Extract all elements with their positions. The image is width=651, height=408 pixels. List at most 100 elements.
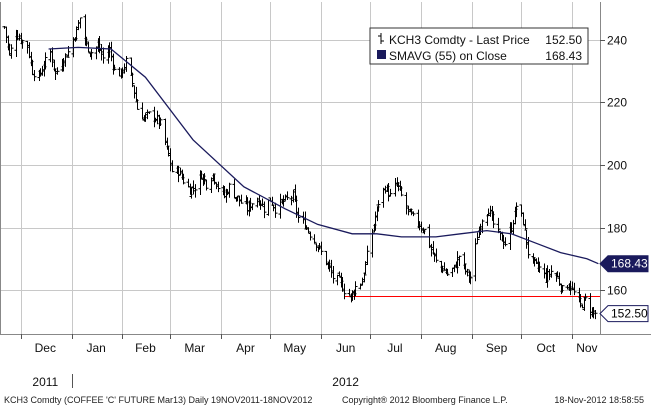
price-bar xyxy=(411,211,416,217)
price-bar xyxy=(202,173,207,185)
price-bar xyxy=(89,48,94,60)
legend-price-name: KCH3 Comdty - Last Price xyxy=(389,33,530,47)
price-bar xyxy=(117,67,122,77)
price-bar xyxy=(78,17,83,29)
price-bar xyxy=(308,231,313,241)
price-bar xyxy=(445,268,450,276)
price-bar xyxy=(211,173,216,182)
legend-sma-swatch xyxy=(377,50,386,59)
price-bar xyxy=(193,184,198,198)
price-bar xyxy=(547,269,552,281)
grid xyxy=(1,2,600,334)
price-bar xyxy=(27,42,32,59)
price-bar xyxy=(40,65,45,76)
x-year-label: 2011 xyxy=(32,375,58,389)
price-bar xyxy=(266,199,271,216)
sma-last-tag-label: 168.43 xyxy=(611,257,648,271)
sma-line xyxy=(48,46,599,265)
price-bar xyxy=(514,202,519,218)
price-bar xyxy=(239,194,244,204)
price-bar xyxy=(422,229,427,235)
price-bar xyxy=(347,288,352,296)
x-tick-label: Oct xyxy=(537,341,556,355)
price-bar xyxy=(111,53,116,75)
price-bar xyxy=(578,293,583,308)
price-bar xyxy=(353,281,358,297)
x-tick-label: Nov xyxy=(576,341,597,355)
price-bar xyxy=(521,212,526,225)
sma-last-tag-shape xyxy=(599,255,649,273)
price-bar xyxy=(383,185,388,194)
price-bar xyxy=(176,165,181,183)
legend-ohlc-icon xyxy=(378,33,384,44)
last-value-tags: 168.43 152.50 xyxy=(599,255,649,323)
price-bar xyxy=(9,44,14,59)
price-bar xyxy=(542,263,547,279)
price-bar xyxy=(419,221,424,233)
price-bars xyxy=(2,14,598,320)
price-bar xyxy=(376,200,381,212)
price-bar xyxy=(112,64,117,71)
price-bar xyxy=(549,265,554,278)
y-tick-label: 180 xyxy=(607,222,627,236)
price-bar xyxy=(363,261,368,275)
price-bar xyxy=(393,177,398,197)
x-tick-label: Jun xyxy=(336,341,355,355)
price-bar xyxy=(475,232,480,245)
price-bar xyxy=(386,183,391,202)
footer-center: Copyright® 2012 Bloomberg Finance L.P. xyxy=(342,395,508,405)
price-bar xyxy=(557,272,562,286)
price-bar xyxy=(63,53,68,67)
price-bar xyxy=(560,284,565,293)
price-bar xyxy=(232,179,237,199)
price-bar xyxy=(503,237,508,247)
price-bar xyxy=(537,261,542,273)
price-bar xyxy=(48,49,53,63)
price-bar xyxy=(50,47,55,68)
y-tick-label: 240 xyxy=(607,34,627,48)
y-tick-label: 220 xyxy=(607,96,627,110)
price-bar xyxy=(134,86,139,102)
price-bar xyxy=(324,250,329,266)
price-bar xyxy=(365,245,370,266)
x-tick-label: Jan xyxy=(87,341,106,355)
price-bar xyxy=(496,217,501,234)
price-bar xyxy=(76,19,81,31)
price-bar xyxy=(429,243,434,257)
sma-series xyxy=(48,46,599,265)
price-last-tag-shape xyxy=(599,305,649,323)
price-bar xyxy=(214,182,219,190)
footer-right: 18-Nov-2012 18:58:55 xyxy=(554,395,644,405)
price-bar xyxy=(519,204,524,217)
price-bar xyxy=(312,234,317,244)
price-bar xyxy=(404,192,409,215)
legend-sma-name: SMAVG (55) on Close xyxy=(389,49,507,63)
price-bar xyxy=(406,205,411,216)
price-bar xyxy=(135,99,140,110)
price-bar xyxy=(362,272,367,283)
price-bar xyxy=(43,52,48,70)
price-bar xyxy=(250,203,255,211)
x-tick-label: Feb xyxy=(135,341,156,355)
legend: KCH3 Comdty - Last Price 152.50 SMAVG (5… xyxy=(369,27,589,65)
price-bar xyxy=(580,304,585,309)
price-bar xyxy=(388,188,393,197)
price-bar xyxy=(168,148,173,172)
price-bar xyxy=(593,310,598,320)
price-bar xyxy=(25,40,30,54)
price-bar xyxy=(434,248,439,263)
price-bar xyxy=(329,259,334,278)
price-bar xyxy=(491,211,496,229)
price-bar xyxy=(178,167,183,176)
x-tick-label: Dec xyxy=(35,341,56,355)
y-tick-label: 200 xyxy=(607,159,627,173)
price-bar xyxy=(191,180,196,195)
price-bar xyxy=(170,160,175,173)
price-last-tag-label: 152.50 xyxy=(611,307,648,321)
legend-box xyxy=(369,27,589,65)
price-bar xyxy=(281,195,286,207)
price-bar xyxy=(65,56,70,58)
price-bar xyxy=(140,102,145,120)
price-bar xyxy=(427,224,432,249)
